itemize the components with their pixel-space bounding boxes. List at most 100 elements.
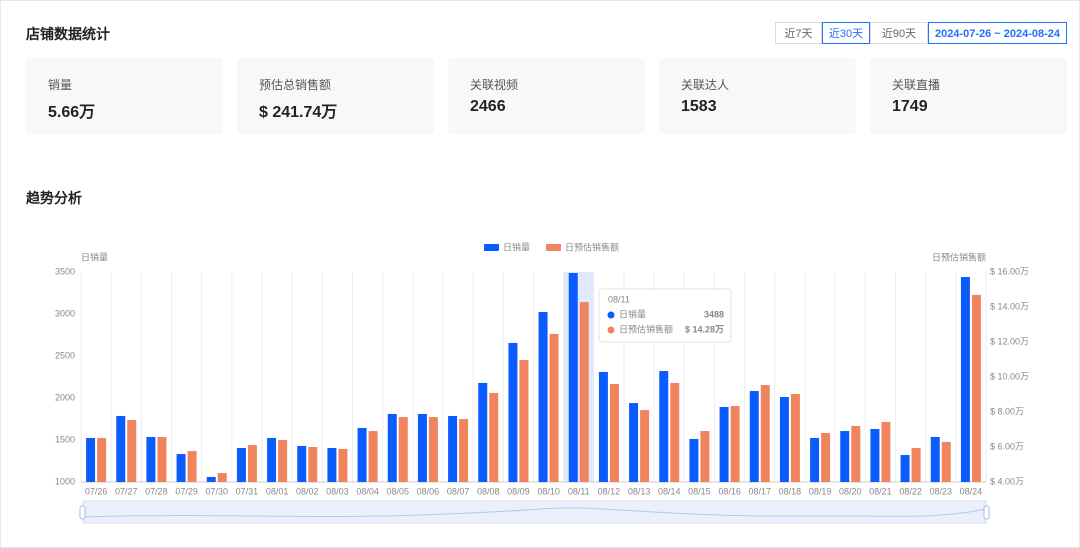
bar	[870, 428, 880, 482]
bar	[549, 333, 559, 482]
stat-value: $ 241.74万	[259, 104, 338, 121]
x-tick-label: 08/15	[688, 486, 711, 496]
x-tick-label: 08/14	[658, 486, 681, 496]
bar	[821, 433, 831, 482]
hover-band	[563, 272, 594, 482]
y-tick-label: 2000	[55, 392, 75, 402]
range-button[interactable]: 近7天	[775, 22, 822, 44]
stat-value: 1583	[681, 98, 717, 115]
x-tick-label: 08/21	[869, 486, 892, 496]
x-tick-label: 08/02	[296, 486, 319, 496]
bar	[790, 393, 800, 482]
tooltip-dot	[607, 326, 615, 334]
bar	[247, 445, 257, 482]
y-tick-label: 3000	[55, 308, 75, 318]
x-tick-label: 07/29	[175, 486, 198, 496]
bar	[851, 426, 861, 482]
stat-card: 关联直播 1749	[870, 58, 1067, 134]
x-tick-label: 08/24	[960, 486, 983, 496]
bar	[840, 431, 850, 482]
legend-swatch	[484, 244, 499, 251]
bar	[308, 447, 318, 482]
bar	[338, 448, 348, 482]
tooltip-value: $ 14.28万	[685, 324, 724, 334]
stat-card: 销量 5.66万	[26, 58, 223, 134]
bar	[579, 302, 589, 482]
tooltip-box	[598, 288, 732, 343]
zoom-handle[interactable]	[983, 505, 990, 520]
y-tick-label: 1500	[55, 434, 75, 444]
bar	[810, 437, 820, 482]
bar	[538, 311, 548, 482]
bar	[127, 420, 137, 482]
bar	[911, 448, 921, 482]
y-axis-title: 日销量	[81, 251, 108, 262]
range-button[interactable]: 近90天	[870, 22, 928, 44]
bar	[146, 436, 156, 482]
x-tick-label: 08/12	[598, 486, 621, 496]
x-tick-label: 08/04	[356, 486, 379, 496]
bar	[881, 421, 891, 482]
stat-label: 销量	[48, 78, 73, 92]
x-tick-label: 08/13	[628, 486, 651, 496]
date-range[interactable]: 2024-07-26 ~ 2024-08-24	[928, 22, 1067, 44]
tooltip-dot	[607, 311, 615, 319]
bar	[327, 447, 337, 482]
bar	[387, 413, 397, 482]
bar	[760, 385, 770, 482]
y2-tick-label: $ 8.00万	[990, 406, 1024, 416]
x-tick-label: 07/30	[205, 486, 228, 496]
bar	[187, 451, 197, 482]
bar	[86, 437, 96, 482]
range-button[interactable]: 近30天	[822, 22, 870, 44]
x-tick-label: 08/20	[839, 486, 862, 496]
zoom-slider[interactable]	[82, 500, 987, 524]
legend-label: 日销量	[503, 241, 530, 252]
y-tick-label: 2500	[55, 350, 75, 360]
section-title: 趋势分析	[26, 190, 82, 206]
y2-tick-label: $ 12.00万	[990, 336, 1029, 346]
bar	[478, 382, 488, 482]
bar	[730, 406, 740, 482]
bar	[670, 382, 680, 482]
stat-value: 1749	[892, 98, 928, 115]
bar	[960, 277, 970, 482]
bar	[116, 415, 126, 482]
bar	[278, 440, 288, 482]
bar	[398, 417, 408, 482]
stat-label: 预估总销售额	[259, 78, 332, 92]
bar	[176, 454, 186, 482]
legend-swatch	[546, 244, 562, 251]
zoom-handle[interactable]	[79, 505, 86, 520]
x-tick-label: 08/03	[326, 486, 349, 496]
stat-label: 关联视频	[470, 78, 519, 92]
bar	[267, 437, 277, 482]
bar	[206, 476, 216, 482]
x-tick-label: 08/01	[266, 486, 289, 496]
bar	[97, 438, 107, 482]
tooltip-value: 3488	[704, 309, 724, 319]
x-tick-label: 08/23	[929, 486, 952, 496]
x-tick-label: 07/31	[236, 486, 259, 496]
bar	[609, 384, 619, 482]
y-tick-label: 1000	[55, 476, 75, 486]
bar	[508, 342, 518, 482]
stat-card: 关联视频 2466	[448, 58, 645, 134]
bar	[941, 441, 951, 482]
y-tick-label: 3500	[55, 266, 75, 276]
bar	[900, 455, 910, 482]
x-tick-label: 08/07	[447, 486, 470, 496]
bar	[417, 413, 427, 482]
stat-label: 关联达人	[681, 78, 730, 92]
stat-card: 预估总销售额 $ 241.74万	[237, 58, 434, 134]
tooltip-title: 08/11	[608, 294, 630, 304]
x-tick-label: 08/05	[386, 486, 409, 496]
bar	[368, 431, 378, 482]
x-tick-label: 07/26	[85, 486, 108, 496]
zoom-preview	[82, 507, 987, 518]
y2-tick-label: $ 16.00万	[990, 266, 1029, 276]
bar	[598, 371, 608, 482]
x-tick-label: 08/06	[417, 486, 440, 496]
